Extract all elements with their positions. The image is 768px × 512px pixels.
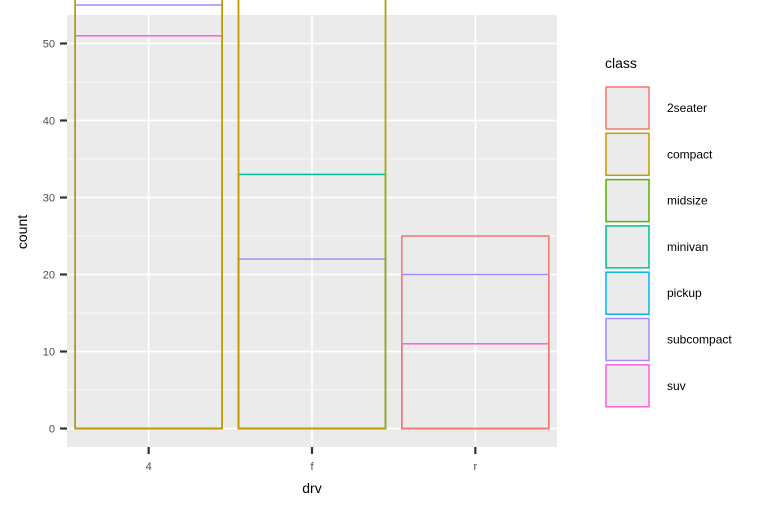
legend-title: class [605,55,637,71]
y-tick-label: 10 [43,347,55,359]
legend-label: 2seater [667,101,707,115]
legend-key [605,178,650,223]
legend-label: midsize [667,194,708,208]
x-tick-label: 4 [146,461,152,473]
bars [74,0,550,430]
grid-major [67,15,557,447]
bar-segment [237,0,387,430]
y-axis: 0 10 20 30 40 50 [43,39,67,436]
y-tick-label: 30 [43,193,55,205]
legend-label: compact [667,147,713,161]
legend-key [605,225,650,269]
legend-label: suv [667,379,686,393]
legend-key [605,132,650,177]
x-axis: 4 f r [146,447,477,473]
y-tick-label: 20 [43,270,55,282]
legend-key [605,271,650,315]
y-axis-title: count [14,215,30,249]
legend-key [605,364,650,408]
legend-label: subcompact [667,333,732,347]
bar-segment [401,235,550,430]
legend-key [605,317,650,362]
legend: class 2seater compact midsize minivan pickup… [605,55,732,408]
bar-segment [74,0,223,430]
legend-label: minivan [667,240,708,254]
x-axis-title: drv [302,480,321,496]
y-tick-label: 0 [49,424,55,436]
legend-key [605,86,650,130]
y-tick-label: 40 [43,116,55,128]
legend-label: pickup [667,286,702,300]
x-tick-label: r [473,461,477,473]
x-tick-label: f [310,461,314,473]
y-tick-label: 50 [43,39,55,51]
